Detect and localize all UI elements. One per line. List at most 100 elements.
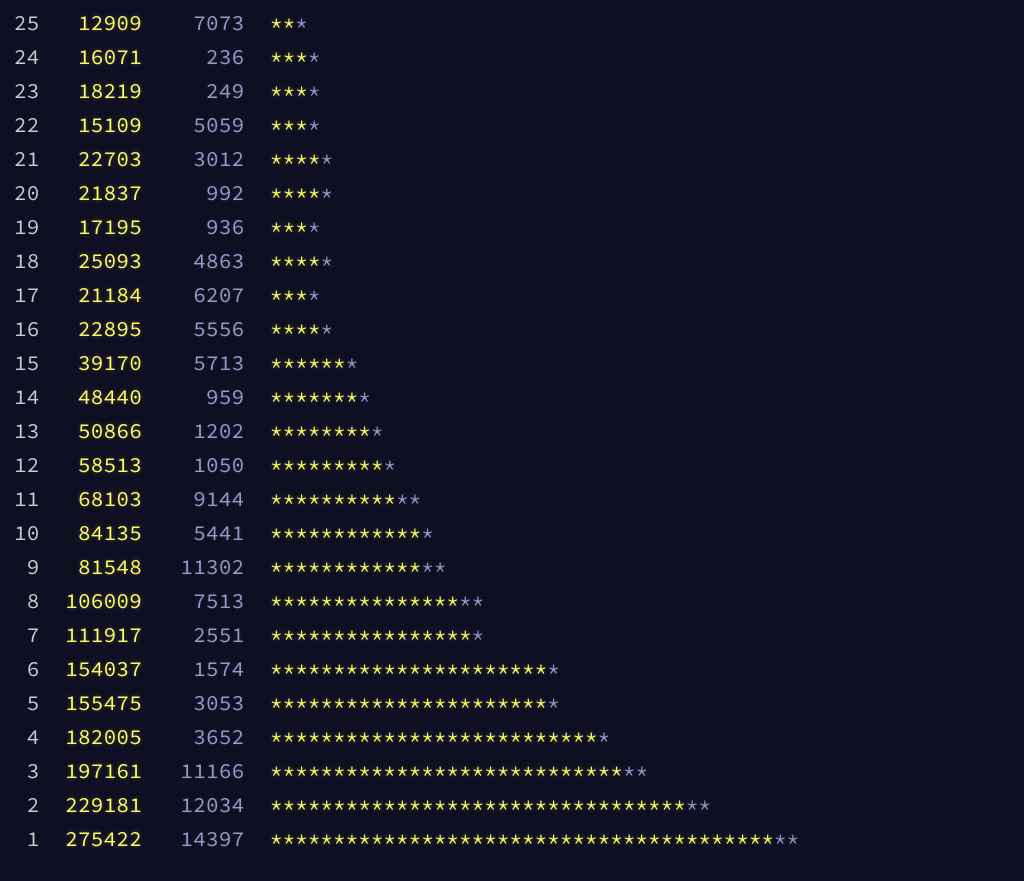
gold-count: 155475 [40,689,142,716]
silver-stars: ** [774,825,799,852]
day-number: 10 [14,519,40,546]
day-number: 16 [14,315,40,342]
day-number: 25 [14,9,40,36]
silver-count: 5713 [142,349,244,376]
gold-count: 21184 [40,281,142,308]
star-bar: *********************************** [270,791,711,818]
day-number: 4 [14,723,40,750]
star-bar: ***************** [270,621,484,648]
star-bar: **** [270,111,320,138]
stats-row: 3 197161 11166 *************************… [14,754,1010,788]
silver-stars: * [320,179,333,206]
day-number: 9 [14,553,40,580]
silver-count: 5059 [142,111,244,138]
silver-stars: * [371,417,384,444]
stats-row: 18 25093 4863 ***** [14,244,1010,278]
star-bar: ************ [270,485,421,512]
silver-stars: * [320,247,333,274]
silver-count: 3053 [142,689,244,716]
gold-count: 229181 [40,791,142,818]
gold-count: 17195 [40,213,142,240]
star-bar: ***** [270,179,333,206]
stats-table: 25 12909 7073 ***24 16071 236 ****23 182… [14,6,1010,856]
star-bar: ************** [270,553,446,580]
star-bar: **** [270,77,320,104]
gold-count: 22703 [40,145,142,172]
silver-count: 6207 [142,281,244,308]
day-number: 3 [14,757,40,784]
gold-stars: **** [270,179,320,206]
silver-stars: ** [459,587,484,614]
gold-stars: *************** [270,587,459,614]
stats-row: 2 229181 12034 *************************… [14,788,1010,822]
silver-stars: * [295,9,308,36]
gold-count: 275422 [40,825,142,852]
day-number: 8 [14,587,40,614]
day-number: 5 [14,689,40,716]
star-bar: **** [270,43,320,70]
silver-count: 5441 [142,519,244,546]
star-bar: ******** [270,383,371,410]
silver-count: 3652 [142,723,244,750]
silver-stars: * [308,281,321,308]
day-number: 6 [14,655,40,682]
gold-count: 39170 [40,349,142,376]
silver-count: 959 [142,383,244,410]
gold-stars: ********************** [270,689,547,716]
gold-count: 48440 [40,383,142,410]
stats-row: 17 21184 6207 **** [14,278,1010,312]
gold-count: 12909 [40,9,142,36]
day-number: 23 [14,77,40,104]
day-number: 20 [14,179,40,206]
silver-stars: * [320,145,333,172]
silver-count: 12034 [142,791,244,818]
silver-stars: ** [686,791,711,818]
star-bar: ***** [270,145,333,172]
gold-stars: ********************************* [270,791,686,818]
silver-stars: ** [396,485,421,512]
gold-stars: ********************** [270,655,547,682]
star-bar: ********* [270,417,383,444]
gold-stars: ************ [270,519,421,546]
stats-row: 25 12909 7073 *** [14,6,1010,40]
stats-row: 16 22895 5556 ***** [14,312,1010,346]
stats-row: 9 81548 11302 ************** [14,550,1010,584]
star-bar: ***** [270,247,333,274]
stats-row: 7 111917 2551 ***************** [14,618,1010,652]
day-number: 19 [14,213,40,240]
gold-stars: *** [270,43,308,70]
star-bar: *** [270,9,308,36]
day-number: 17 [14,281,40,308]
silver-count: 7513 [142,587,244,614]
stats-row: 23 18219 249 **** [14,74,1010,108]
stats-row: 21 22703 3012 ***** [14,142,1010,176]
stats-row: 20 21837 992 ***** [14,176,1010,210]
silver-count: 4863 [142,247,244,274]
silver-stars: ** [421,553,446,580]
star-bar: *********************** [270,655,560,682]
silver-count: 236 [142,43,244,70]
silver-count: 3012 [142,145,244,172]
stats-row: 8 106009 7513 ***************** [14,584,1010,618]
silver-count: 936 [142,213,244,240]
silver-stars: * [308,43,321,70]
gold-stars: ******* [270,383,358,410]
gold-stars: ********* [270,451,383,478]
gold-stars: ************************** [270,723,598,750]
gold-stars: **************** [270,621,472,648]
gold-stars: ********** [270,485,396,512]
gold-stars: *** [270,111,308,138]
silver-stars: * [472,621,485,648]
gold-count: 81548 [40,553,142,580]
silver-stars: * [308,111,321,138]
gold-stars: *** [270,77,308,104]
stats-row: 14 48440 959 ******** [14,380,1010,414]
gold-stars: *** [270,281,308,308]
silver-stars: * [358,383,371,410]
gold-count: 21837 [40,179,142,206]
silver-count: 1202 [142,417,244,444]
gold-count: 154037 [40,655,142,682]
silver-count: 11166 [142,757,244,784]
gold-stars: **************************** [270,757,623,784]
silver-count: 14397 [142,825,244,852]
